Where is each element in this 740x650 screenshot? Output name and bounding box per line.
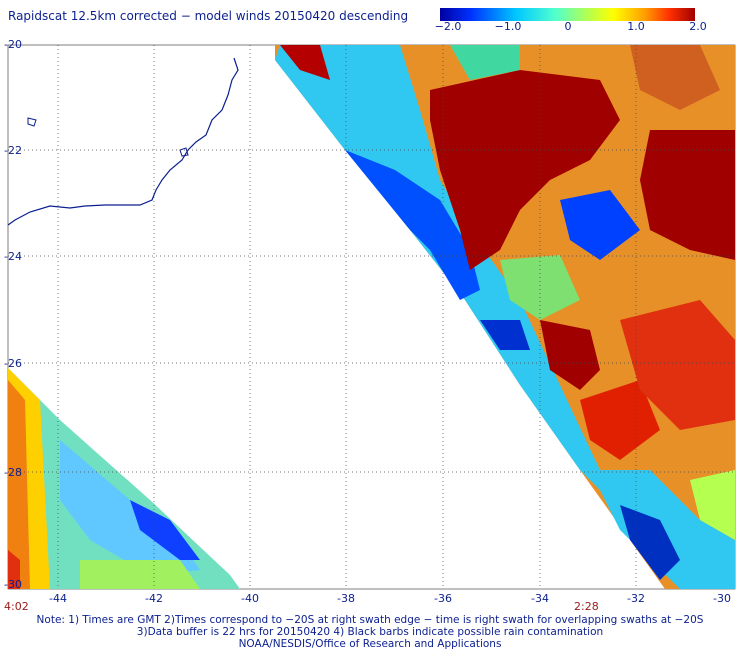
longitude-label: -30 bbox=[713, 592, 731, 605]
latitude-label: -26 bbox=[4, 357, 22, 370]
coastline bbox=[7, 57, 239, 226]
latitude-label: -30 bbox=[4, 578, 22, 591]
longitude-label: -40 bbox=[241, 592, 259, 605]
left-swath-time: 4:02 bbox=[4, 600, 29, 613]
footnote-line-1: Note: 1) Times are GMT 2)Times correspon… bbox=[36, 614, 704, 626]
longitude-label: -36 bbox=[434, 592, 452, 605]
chart-title: Rapidscat 12.5km corrected − model winds… bbox=[8, 9, 409, 23]
colorbar-tick-label: −1.0 bbox=[494, 20, 522, 33]
footnote-line-2: 3)Data buffer is 22 hrs for 20150420 4) … bbox=[136, 626, 604, 638]
right-swath bbox=[275, 45, 735, 589]
longitude-label: -32 bbox=[627, 592, 645, 605]
longitude-label: -38 bbox=[337, 592, 355, 605]
colorbar-tick-label: 0 bbox=[564, 20, 572, 33]
latitude-label: -20 bbox=[4, 38, 22, 51]
longitude-label: -42 bbox=[145, 592, 163, 605]
color-scale-bar bbox=[440, 8, 695, 21]
right-swath-time: 2:28 bbox=[574, 600, 599, 613]
footnote-line-3: NOAA/NESDIS/Office of Research and Appli… bbox=[238, 638, 502, 650]
colorbar-tick-label: −2.0 bbox=[434, 20, 462, 33]
left-swath bbox=[8, 368, 240, 589]
colorbar-tick-label: 1.0 bbox=[627, 20, 645, 33]
longitude-label: -34 bbox=[531, 592, 549, 605]
graticule bbox=[8, 45, 735, 589]
latitude-label: -28 bbox=[4, 466, 22, 479]
colorbar-tick-label: 2.0 bbox=[689, 20, 707, 33]
longitude-label: -44 bbox=[49, 592, 67, 605]
latitude-label: -22 bbox=[4, 144, 22, 157]
latitude-label: -24 bbox=[4, 250, 22, 263]
